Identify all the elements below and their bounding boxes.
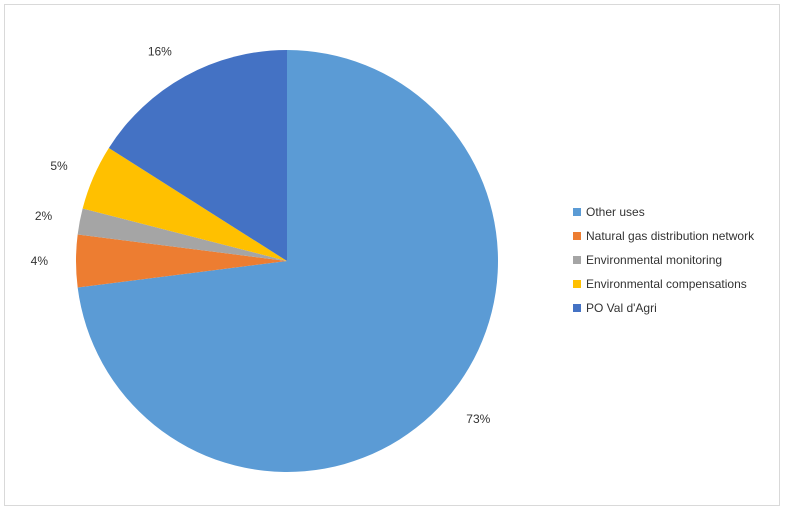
pie-slice-po-val-d-agri <box>108 50 288 261</box>
pie-slice-natural-gas-distribution-network <box>76 234 287 288</box>
legend-label-po-val-d-agri: PO Val d'Agri <box>586 301 657 315</box>
legend-swatch-environmental-compensations <box>573 280 581 288</box>
legend-swatch-other-uses <box>573 208 581 216</box>
legend-label-environmental-monitoring: Environmental monitoring <box>586 253 722 267</box>
data-label-po-val-d-agri: 16% <box>148 45 172 59</box>
legend: Other uses Natural gas distribution netwo… <box>573 205 755 315</box>
pie-chart: 73% 4% 2% 5% 16% Other uses Natural gas distr… <box>31 45 755 472</box>
pie-slice-other-uses <box>77 50 499 472</box>
legend-label-natural-gas-distribution-network: Natural gas distribution network <box>586 229 755 243</box>
pie-slice-environmental-compensations <box>82 147 287 261</box>
pie-slice-environmental-monitoring <box>77 208 288 261</box>
data-label-natural-gas-distribution-network: 4% <box>31 254 49 268</box>
data-labels: 73% 4% 2% 5% 16% <box>31 45 491 426</box>
legend-swatch-environmental-monitoring <box>573 256 581 264</box>
legend-swatch-natural-gas-distribution-network <box>573 232 581 240</box>
data-label-other-uses: 73% <box>466 412 490 426</box>
pie-slices <box>76 50 499 472</box>
legend-label-other-uses: Other uses <box>586 205 645 219</box>
data-label-environmental-compensations: 5% <box>50 159 68 173</box>
legend-label-environmental-compensations: Environmental compensations <box>586 277 747 291</box>
data-label-environmental-monitoring: 2% <box>35 209 53 223</box>
legend-swatch-po-val-d-agri <box>573 304 581 312</box>
chart-frame: 73% 4% 2% 5% 16% Other uses Natural gas distr… <box>4 4 780 506</box>
